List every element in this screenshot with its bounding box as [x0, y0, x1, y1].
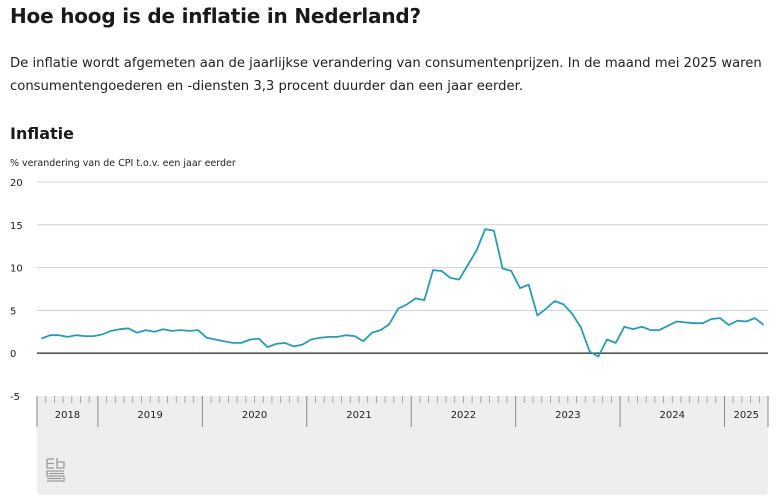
y-tick-label: 5	[10, 306, 16, 317]
inflation-chart: 20 15 10 5 0 -5 2018 2019 2020 2021 2022 2023 2024 20…	[10, 178, 769, 427]
x-year-label: 2019	[137, 410, 162, 421]
chart-title: Inflatie	[10, 124, 74, 143]
inflation-line	[41, 228, 765, 358]
y-tick-label: 15	[10, 221, 23, 232]
y-tick-label: 20	[10, 178, 23, 189]
x-year-label: 2024	[660, 410, 685, 421]
intro-text: De inflatie wordt afgemeten aan de jaarl…	[10, 56, 762, 94]
x-year-label: 2018	[55, 410, 80, 421]
x-year-label: 2025	[734, 410, 759, 421]
cbs-logo	[46, 458, 65, 482]
x-year-label: 2023	[555, 410, 580, 421]
x-year-label: 2021	[346, 410, 371, 421]
x-axis-panel	[37, 396, 768, 495]
y-tick-label: -5	[10, 392, 20, 403]
y-tick-label: 10	[10, 264, 23, 275]
y-tick-label: 0	[10, 349, 16, 360]
x-year-label: 2022	[451, 410, 476, 421]
y-axis-label: % verandering van de CPI t.o.v. een jaar…	[10, 158, 236, 169]
x-year-label: 2020	[242, 410, 267, 421]
page-title: Hoe hoog is de inflatie in Nederland?	[10, 4, 421, 28]
